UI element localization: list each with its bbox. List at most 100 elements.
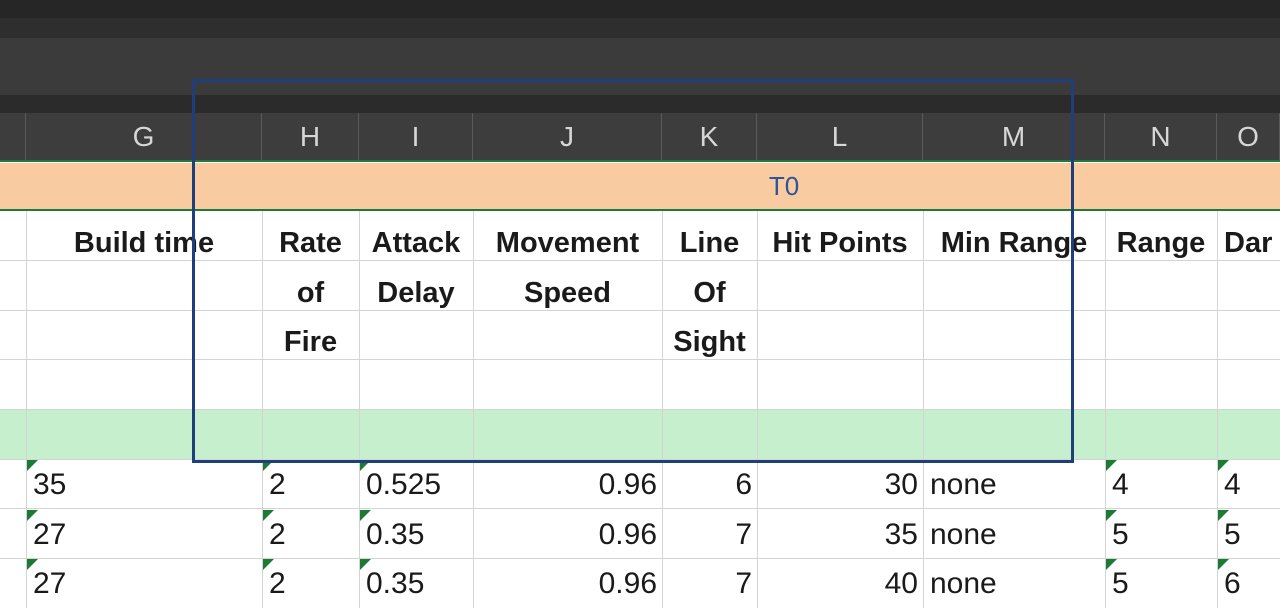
title-bar	[0, 0, 1280, 18]
cell-value: 0.96	[598, 567, 657, 600]
cell-range[interactable]: 5	[1105, 558, 1217, 607]
column-header-i[interactable]: I	[359, 113, 473, 160]
cell-value: none	[930, 567, 997, 600]
header-rate-of-fire[interactable]: Rate of Fire	[262, 219, 359, 368]
error-indicator-icon[interactable]	[263, 559, 274, 570]
cell-value: 0.525	[366, 468, 442, 501]
header-min-range[interactable]: Min Range	[923, 219, 1105, 269]
header-line: Rate	[279, 227, 342, 259]
cell-range[interactable]: 4	[1105, 459, 1217, 508]
header-line: Min Range	[940, 227, 1088, 259]
cell-value: 4	[1112, 468, 1129, 501]
cell-build-time[interactable]: 27	[26, 558, 262, 607]
header-line: Attack	[371, 227, 461, 259]
cell-value: 6	[1224, 567, 1241, 600]
grid-hline	[0, 558, 1280, 559]
cell-line-of-sight[interactable]: 7	[662, 509, 757, 558]
error-indicator-icon[interactable]	[1218, 559, 1229, 570]
column-header-m[interactable]: M	[923, 113, 1105, 160]
error-indicator-icon[interactable]	[263, 509, 274, 521]
cell-hit-points[interactable]: 40	[757, 558, 923, 607]
column-header-l[interactable]: L	[757, 113, 923, 160]
error-indicator-icon[interactable]	[1218, 509, 1229, 521]
cell-value: 0.35	[366, 517, 425, 551]
error-indicator-icon[interactable]	[360, 509, 371, 521]
cell-rate-of-fire[interactable]: 2	[262, 509, 359, 558]
grid-hline	[0, 359, 1280, 360]
cell-rate-of-fire[interactable]: 2	[262, 558, 359, 607]
row-header-corner[interactable]	[0, 113, 26, 160]
cell-value: 5	[1112, 517, 1129, 551]
cell-movement-speed[interactable]: 0.96	[473, 509, 662, 558]
cell-value: 2	[269, 517, 286, 551]
tier-band-label: T0	[768, 170, 800, 201]
header-line: Hit Points	[772, 227, 908, 259]
cell-value: 0.35	[366, 567, 425, 600]
cell-value: none	[930, 517, 997, 551]
error-indicator-icon[interactable]	[1106, 559, 1117, 570]
column-header-h[interactable]: H	[262, 113, 359, 160]
header-line-of-sight[interactable]: Line Of Sight	[662, 219, 757, 368]
cell-hit-points[interactable]: 35	[757, 509, 923, 558]
cell-movement-speed[interactable]: 0.96	[473, 459, 662, 508]
header-line: Dar	[1224, 227, 1273, 259]
cell-rate-of-fire[interactable]: 2	[262, 459, 359, 508]
sheet-grid[interactable]: Build time Rate of Fire Attack Delay Movement S…	[0, 211, 1280, 608]
header-build-time[interactable]: Build time	[26, 219, 262, 269]
column-header-k[interactable]: K	[662, 113, 757, 160]
header-damage[interactable]: Dar	[1217, 219, 1280, 269]
cell-value: 2	[269, 567, 286, 600]
header-line: Range	[1116, 227, 1206, 259]
cell-line-of-sight[interactable]: 7	[662, 558, 757, 607]
cell-damage[interactable]: 5	[1217, 509, 1280, 558]
cell-min-range[interactable]: none	[923, 558, 1105, 607]
cell-value: 7	[735, 517, 752, 551]
cell-build-time[interactable]: 35	[26, 459, 262, 508]
column-header-g[interactable]: G	[26, 113, 262, 160]
cell-value: 5	[1224, 517, 1241, 551]
grid-hline	[0, 409, 1280, 410]
error-indicator-icon[interactable]	[263, 460, 274, 471]
cell-range[interactable]: 5	[1105, 509, 1217, 558]
error-indicator-icon[interactable]	[1218, 460, 1229, 471]
cell-value: 6	[735, 468, 752, 501]
error-indicator-icon[interactable]	[360, 460, 371, 471]
cell-attack-delay[interactable]: 0.35	[359, 558, 473, 607]
cell-damage[interactable]: 6	[1217, 558, 1280, 607]
cell-movement-speed[interactable]: 0.96	[473, 558, 662, 607]
error-indicator-icon[interactable]	[1106, 460, 1117, 471]
cell-damage[interactable]: 4	[1217, 459, 1280, 508]
header-movement-speed[interactable]: Movement Speed	[473, 219, 662, 318]
header-line: of	[296, 276, 325, 309]
cell-value: 5	[1112, 567, 1129, 600]
error-indicator-icon[interactable]	[27, 460, 38, 471]
cell-min-range[interactable]: none	[923, 459, 1105, 508]
cell-value: 2	[269, 468, 286, 501]
error-indicator-icon[interactable]	[27, 509, 38, 521]
grid-top-edge	[0, 95, 1280, 113]
cell-attack-delay[interactable]: 0.35	[359, 509, 473, 558]
cell-min-range[interactable]: none	[923, 509, 1105, 558]
header-line: Movement	[495, 227, 640, 259]
cell-line-of-sight[interactable]: 6	[662, 459, 757, 508]
column-header-j[interactable]: J	[473, 113, 662, 160]
green-separator-row[interactable]	[0, 409, 1280, 459]
header-line: Delay	[377, 276, 455, 309]
error-indicator-icon[interactable]	[360, 559, 371, 570]
column-header-n[interactable]: N	[1105, 113, 1217, 160]
cell-attack-delay[interactable]: 0.525	[359, 459, 473, 508]
cell-value: 40	[884, 567, 918, 600]
formula-bar-area	[0, 38, 1280, 95]
header-range[interactable]: Range	[1105, 219, 1217, 269]
grid-hline	[0, 508, 1280, 509]
header-hit-points[interactable]: Hit Points	[757, 219, 923, 269]
header-line: Of	[693, 276, 726, 309]
header-attack-delay[interactable]: Attack Delay	[359, 219, 473, 318]
tier-band-row[interactable]: T0	[0, 163, 1280, 209]
column-header-o[interactable]: O	[1217, 113, 1280, 160]
cell-hit-points[interactable]: 30	[757, 459, 923, 508]
error-indicator-icon[interactable]	[1106, 509, 1117, 521]
cell-build-time[interactable]: 27	[26, 509, 262, 558]
cell-value: 4	[1224, 468, 1241, 501]
error-indicator-icon[interactable]	[27, 559, 38, 570]
